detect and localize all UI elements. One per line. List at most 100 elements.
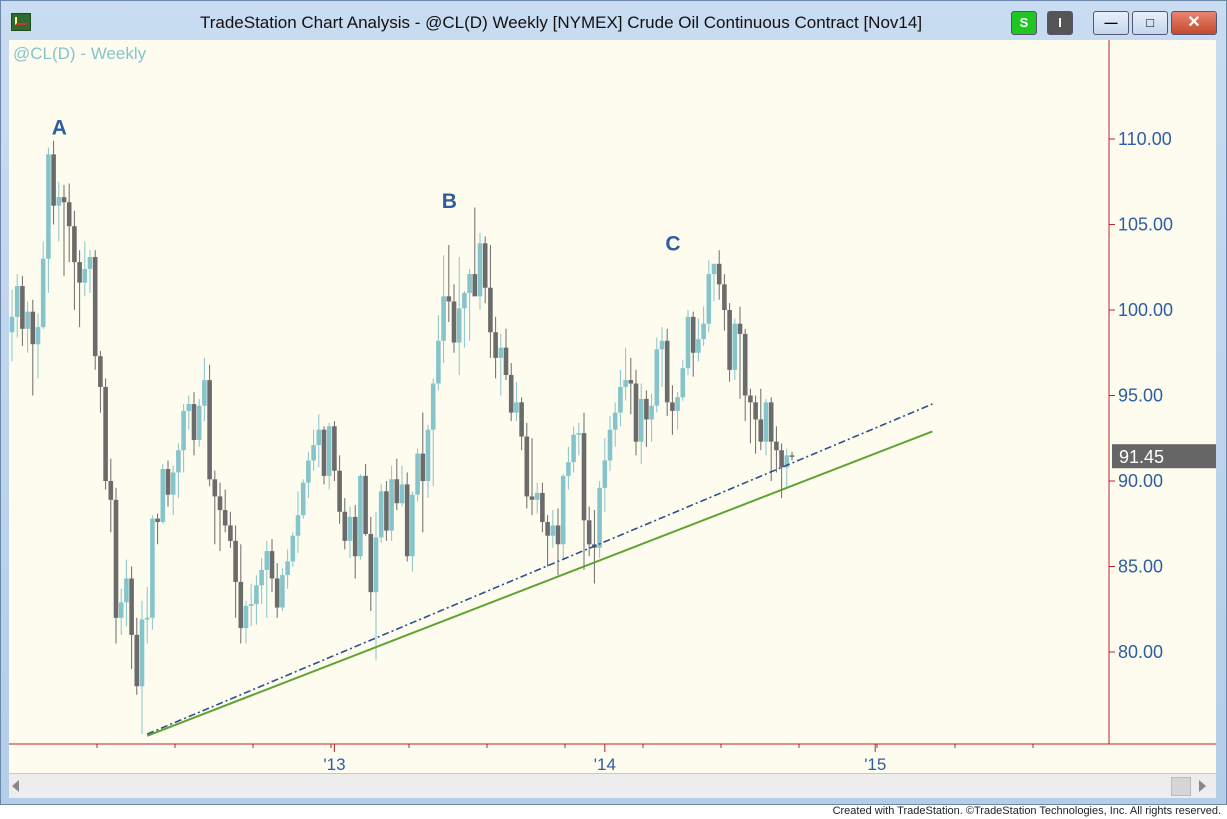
- candle-down: [394, 479, 400, 504]
- candle-down: [207, 380, 212, 480]
- price-chart[interactable]: 110.00 105.00 100.00 95.00 90.00 85.00 80.00 '1…: [9, 40, 1216, 773]
- candle-up: [160, 469, 166, 523]
- candle-up: [534, 492, 540, 500]
- scroll-right-icon[interactable]: [1199, 780, 1206, 792]
- candle-up: [654, 349, 660, 406]
- time-axis-label: '13: [323, 755, 345, 773]
- candle-up: [144, 617, 150, 620]
- candle-up: [295, 515, 301, 536]
- candle-up: [35, 327, 41, 345]
- candle-up: [680, 368, 686, 398]
- candle-down: [482, 243, 488, 288]
- candle-up: [264, 551, 270, 570]
- candle-down: [217, 496, 223, 511]
- candle-down: [586, 520, 592, 545]
- candle-down: [540, 492, 545, 523]
- candle-down: [758, 419, 764, 442]
- candle-down: [233, 540, 238, 582]
- candle-up: [25, 311, 30, 329]
- candle-down: [768, 402, 774, 442]
- candle-down: [633, 383, 639, 442]
- candle-up: [425, 429, 431, 481]
- close-button[interactable]: ✕: [1171, 11, 1217, 35]
- horizontal-scrollbar[interactable]: [9, 773, 1216, 798]
- candle-up: [649, 405, 654, 420]
- candle-down: [103, 386, 108, 481]
- candle-up: [576, 433, 582, 435]
- candle-down: [98, 356, 103, 387]
- chart-area[interactable]: 110.00 105.00 100.00 95.00 90.00 85.00 80.00 '1…: [9, 40, 1216, 773]
- candle-down: [238, 581, 244, 629]
- candle-up: [623, 380, 628, 387]
- candle-up: [550, 525, 556, 536]
- candle-up: [378, 491, 384, 538]
- candle-up: [316, 429, 322, 446]
- candle-down: [742, 333, 748, 396]
- scroll-thumb[interactable]: [1171, 777, 1191, 796]
- candle-down: [789, 455, 795, 457]
- candle-down: [269, 551, 275, 579]
- candle-up: [696, 339, 701, 353]
- candle-down: [524, 436, 530, 497]
- candle-up: [9, 316, 15, 333]
- candle-up: [784, 455, 790, 468]
- candle-up: [347, 516, 353, 541]
- candle-down: [503, 347, 509, 375]
- candle-down: [274, 578, 280, 608]
- candle-down: [155, 518, 160, 523]
- price-axis-label: 80.00: [1118, 642, 1163, 662]
- candle-down: [30, 311, 36, 345]
- candle-up: [571, 434, 576, 463]
- candle-down: [779, 450, 784, 468]
- candle-up: [763, 402, 769, 442]
- candle-down: [191, 404, 197, 440]
- candle-up: [441, 296, 446, 341]
- candle-up: [732, 323, 738, 370]
- candle-up: [326, 426, 332, 476]
- candle-up: [612, 412, 618, 430]
- scroll-left-icon[interactable]: [12, 780, 19, 792]
- candle-up: [566, 462, 571, 476]
- candle-up: [514, 402, 519, 413]
- trendline-solid: [146, 430, 933, 737]
- candle-down: [753, 402, 758, 420]
- candle-up: [498, 347, 504, 358]
- candle-down: [716, 263, 722, 285]
- candle-down: [722, 284, 727, 310]
- candle-up: [675, 397, 680, 411]
- footer-copyright: Created with TradeStation. ©TradeStation…: [832, 805, 1221, 817]
- candle-up: [46, 154, 51, 259]
- minimize-button[interactable]: —: [1093, 11, 1129, 35]
- candle-down: [321, 429, 327, 476]
- time-axis-label: '14: [594, 755, 616, 773]
- candle-down: [690, 316, 696, 353]
- candle-up: [176, 450, 181, 473]
- candle-up: [87, 256, 93, 269]
- candle-up: [373, 537, 379, 593]
- strategy-button[interactable]: S: [1011, 11, 1037, 35]
- candle-down: [165, 469, 171, 495]
- candle-down: [420, 453, 426, 481]
- candle-down: [337, 470, 342, 512]
- candle-down: [488, 287, 493, 333]
- title-bar[interactable]: TradeStation Chart Analysis - @CL(D) Wee…: [1, 1, 1226, 41]
- candle-down: [555, 525, 561, 545]
- candle-up: [410, 494, 415, 557]
- candle-down: [451, 301, 457, 343]
- candle-down: [529, 496, 535, 500]
- candle-up: [170, 472, 176, 495]
- candle-up: [139, 619, 145, 687]
- candle-down: [774, 441, 779, 451]
- candle-down: [581, 433, 587, 521]
- candle-up: [462, 292, 467, 309]
- candle-up: [706, 274, 712, 324]
- candle-up: [467, 274, 472, 293]
- maximize-button[interactable]: □: [1132, 11, 1168, 35]
- last-price-label: 91.45: [1119, 447, 1164, 467]
- candle-up: [436, 340, 441, 384]
- candle-down: [20, 286, 25, 329]
- candle-up: [14, 286, 20, 317]
- indicator-button[interactable]: I: [1047, 11, 1073, 35]
- candle-up: [82, 268, 88, 283]
- candle-down: [737, 323, 743, 334]
